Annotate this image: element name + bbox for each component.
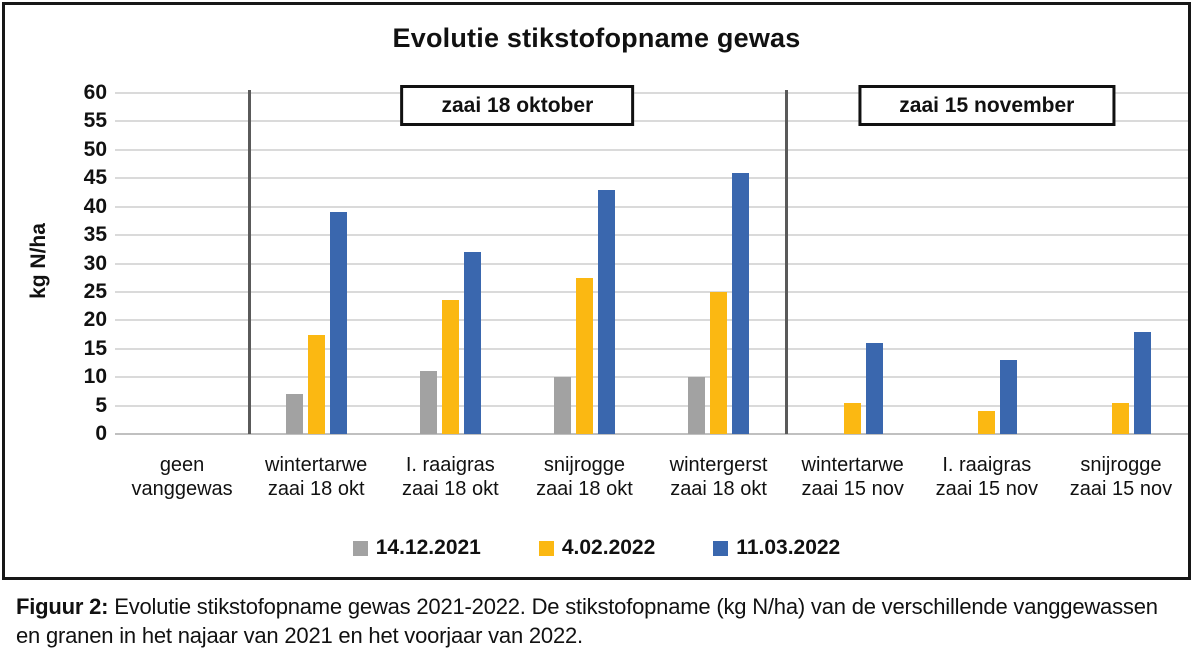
gridline — [115, 120, 1188, 123]
legend-item: 11.03.2022 — [713, 536, 840, 560]
section-label-box: zaai 18 oktober — [400, 85, 635, 126]
bar — [597, 189, 615, 434]
legend-label: 14.12.2021 — [375, 536, 481, 559]
x-category-label: I. raaigras zaai 15 nov — [935, 454, 1038, 500]
bar — [844, 402, 862, 434]
x-category-label: snijrogge zaai 15 nov — [1069, 454, 1173, 500]
gridline — [115, 376, 1188, 379]
y-tick-label: 30 — [83, 251, 107, 275]
bar — [285, 394, 303, 434]
bar — [307, 334, 325, 434]
gridline — [115, 177, 1188, 180]
caption-label: Figuur 2: — [16, 594, 109, 619]
bar — [1134, 331, 1152, 434]
x-category-label: wintergerst zaai 18 okt — [669, 454, 768, 500]
bar — [688, 377, 706, 434]
y-tick-label: 45 — [83, 166, 107, 190]
bar — [1112, 402, 1130, 434]
section-label-box: zaai 15 november — [858, 85, 1116, 126]
bar — [419, 371, 437, 434]
y-tick-label: 5 — [95, 393, 107, 417]
gridline — [115, 347, 1188, 350]
y-tick-label: 40 — [83, 194, 107, 218]
gridline — [115, 205, 1188, 208]
gridline — [115, 290, 1188, 293]
y-tick-label: 20 — [83, 308, 107, 332]
y-tick-label: 35 — [83, 223, 107, 247]
caption-text: Evolutie stikstofopname gewas 2021-2022.… — [16, 594, 1158, 648]
bar — [1000, 360, 1018, 434]
y-tick-label: 25 — [83, 279, 107, 303]
legend-item: 4.02.2022 — [538, 536, 656, 560]
y-tick-label: 15 — [83, 336, 107, 360]
gridline — [115, 319, 1188, 322]
bar — [732, 172, 750, 434]
x-category-label: geen vanggewas — [131, 454, 233, 500]
y-tick-label: 10 — [83, 365, 107, 389]
y-tick-label: 55 — [83, 109, 107, 133]
bar — [463, 252, 481, 434]
legend-label: 4.02.2022 — [561, 536, 656, 559]
x-axis-line — [115, 433, 1188, 435]
x-category-label: snijrogge zaai 18 okt — [536, 454, 633, 500]
section-separator — [248, 90, 252, 434]
bar — [441, 300, 459, 434]
bar — [978, 411, 996, 434]
x-category-label: wintertarwe zaai 18 okt — [265, 454, 368, 500]
gridline — [115, 404, 1188, 407]
bar — [866, 343, 884, 434]
legend-swatch — [352, 540, 368, 556]
chart-title: Evolutie stikstofopname gewas — [392, 23, 801, 53]
gridline — [115, 262, 1188, 265]
legend-label: 11.03.2022 — [736, 536, 841, 559]
chart-panel: Evolutie stikstofopname gewas kg N/ha 14… — [2, 2, 1191, 580]
y-tick-label: 0 — [95, 422, 107, 445]
x-category-label: I. raaigras zaai 18 okt — [401, 454, 499, 500]
legend-swatch — [538, 540, 554, 556]
gridline — [115, 92, 1188, 94]
legend-item: 14.12.2021 — [352, 536, 481, 560]
bar — [575, 277, 593, 434]
bar — [710, 291, 728, 434]
section-separator — [784, 90, 788, 434]
y-tick-label: 50 — [83, 137, 107, 161]
gridline — [115, 234, 1188, 237]
gridline — [115, 148, 1188, 151]
legend: 14.12.2021 4.02.2022 11.03.2022 — [5, 534, 1188, 562]
legend-swatch — [713, 540, 729, 556]
figure-caption: Figuur 2: Evolutie stikstofopname gewas … — [0, 580, 1195, 650]
bar — [553, 377, 571, 434]
y-tick-label: 60 — [83, 81, 107, 104]
bar — [329, 212, 347, 434]
x-category-label: wintertarwe zaai 15 nov — [801, 454, 904, 500]
